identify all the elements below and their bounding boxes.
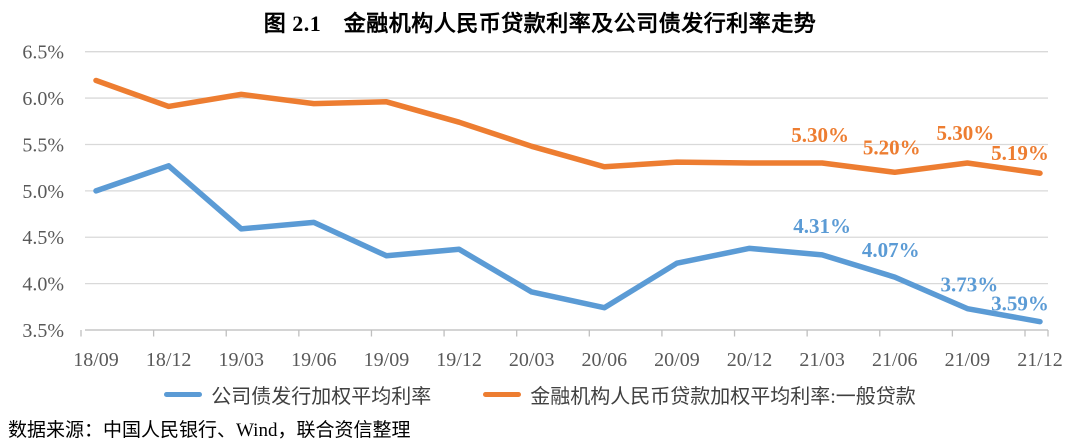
legend-label: 金融机构人民币贷款加权平均利率:一般贷款 <box>530 386 916 408</box>
x-axis-label: 19/12 <box>436 349 482 371</box>
y-axis-label: 5.0% <box>22 181 64 203</box>
data-label-corporate-bond: 3.59% <box>991 292 1049 316</box>
data-label-corporate-bond: 3.73% <box>941 273 999 297</box>
legend-item-general-loan: 金融机构人民币贷款加权平均利率:一般贷款 <box>483 380 916 409</box>
series-line-corporate-bond <box>93 163 1043 325</box>
x-axis-label: 20/09 <box>654 349 700 371</box>
y-axis-label: 4.5% <box>22 227 64 249</box>
x-axis-label: 21/12 <box>1017 349 1063 371</box>
y-axis-label: 3.5% <box>22 320 64 342</box>
chart-legend: 公司债发行加权平均利率 金融机构人民币贷款加权平均利率:一般贷款 <box>0 380 1080 409</box>
x-axis-label: 18/09 <box>73 349 119 371</box>
y-axis-label: 4.0% <box>22 274 64 296</box>
x-axis-label: 18/12 <box>146 349 192 371</box>
x-axis-label: 19/09 <box>364 349 410 371</box>
data-label-general-loan: 5.30% <box>937 121 995 145</box>
chart-title: 图 2.1 金融机构人民币贷款利率及公司债发行利率走势 <box>263 11 817 36</box>
x-axis-label: 19/06 <box>291 349 337 371</box>
y-axis-label: 6.5% <box>22 42 64 64</box>
x-axis-label: 20/03 <box>509 349 555 371</box>
y-axis-label: 5.5% <box>22 134 64 156</box>
data-label-corporate-bond: 4.07% <box>862 238 920 262</box>
legend-line-swatch <box>483 392 522 397</box>
x-axis-label: 20/12 <box>727 349 773 371</box>
data-label-general-loan: 5.20% <box>863 135 921 159</box>
x-axis-label: 21/03 <box>799 349 845 371</box>
y-axis-label: 6.0% <box>22 88 64 110</box>
x-axis-label: 21/06 <box>872 349 918 371</box>
x-axis-label: 21/09 <box>945 349 991 371</box>
data-label-corporate-bond: 4.31% <box>793 214 851 238</box>
data-label-general-loan: 5.30% <box>791 123 849 147</box>
legend-label: 公司债发行加权平均利率 <box>211 386 432 408</box>
x-axis-label: 19/03 <box>218 349 264 371</box>
x-axis-label: 20/06 <box>582 349 628 371</box>
chart-svg: 6.5% 6.0% 5.5% 5.0% 4.5% 4.0% 3.5% 18/09 18/12 19… <box>22 42 1063 371</box>
data-label-general-loan: 5.19% <box>991 141 1049 165</box>
legend-item-corporate-bond: 公司债发行加权平均利率 <box>164 380 431 409</box>
series-line-general-loan <box>93 77 1043 176</box>
legend-line-swatch <box>164 392 203 397</box>
source-note: 数据来源：中国人民银行、Wind，联合资信整理 <box>8 420 411 441</box>
